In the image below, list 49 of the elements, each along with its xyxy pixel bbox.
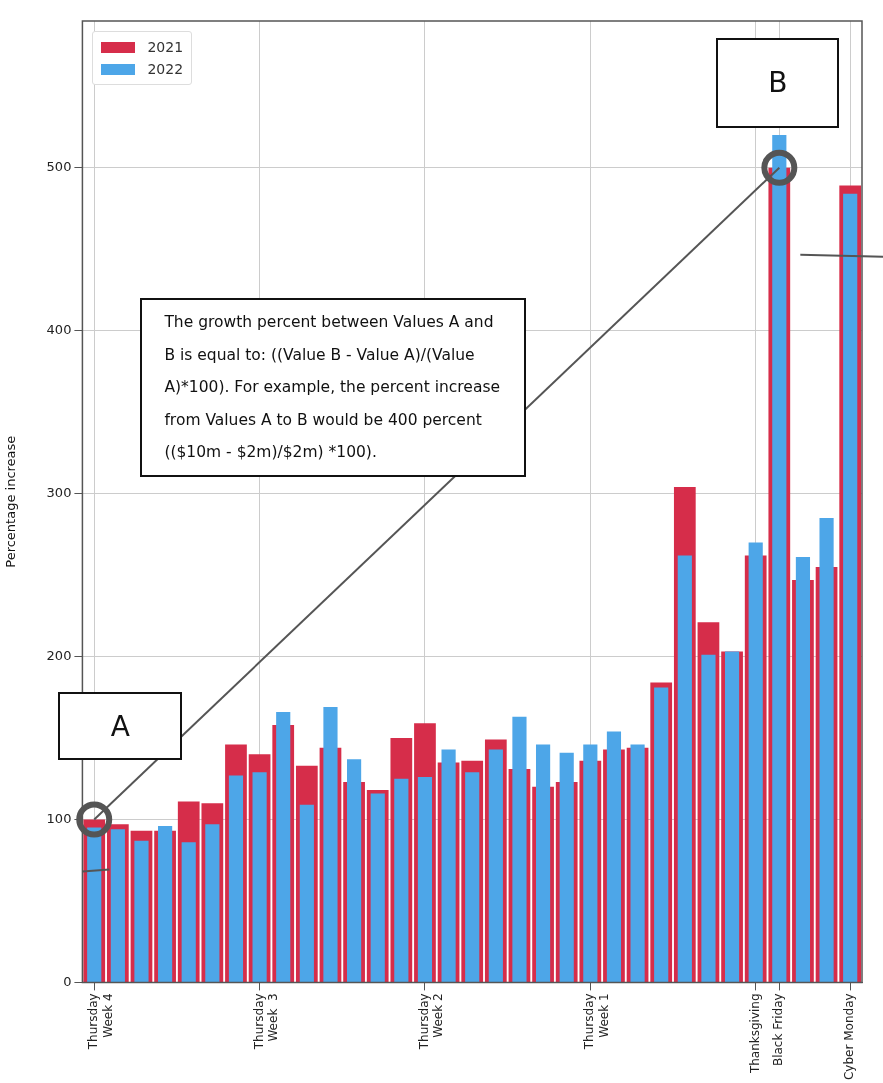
bar xyxy=(583,744,598,982)
bar xyxy=(795,557,811,982)
bar xyxy=(347,759,362,982)
bar xyxy=(606,731,622,982)
note-box: The growth percent between Values A and B is equal to: ((Value B - Value A)/(Value A)*100). For example, the percent increase from Values A to B would be 400 percent (($10m - $2m)/$2m) *100). xyxy=(140,298,527,477)
bar xyxy=(535,744,551,982)
bar xyxy=(559,752,574,982)
x-tick-label: Thursday Week 2 xyxy=(417,993,446,1051)
x-tick-label: Thursday Week 1 xyxy=(582,993,611,1051)
bar xyxy=(701,654,716,982)
bar xyxy=(158,825,173,982)
bar xyxy=(181,842,196,982)
bar xyxy=(654,687,669,982)
x-tick-label: Thursday Week 3 xyxy=(251,993,281,1051)
y-tick-label: 0 xyxy=(63,973,72,989)
bar xyxy=(87,827,102,982)
callout-box: B xyxy=(716,37,840,128)
bar xyxy=(417,777,433,982)
legend-label: 2022 xyxy=(147,60,184,79)
x-tick-label: Black Friday xyxy=(771,993,786,1067)
y-tick-label: 400 xyxy=(46,321,72,337)
bar xyxy=(134,840,149,982)
y-axis-title: Percentage increase xyxy=(3,435,19,568)
x-tick-label: Thursday Week 4 xyxy=(86,993,115,1051)
x-tick-label: Thanksgiving xyxy=(747,993,762,1075)
bar xyxy=(276,711,291,982)
bar xyxy=(205,824,220,982)
bar xyxy=(677,555,692,982)
bar xyxy=(252,772,267,982)
bar xyxy=(394,778,409,982)
bar xyxy=(323,707,338,982)
bar xyxy=(772,135,787,982)
bar xyxy=(110,829,125,982)
bar xyxy=(819,517,834,982)
bar xyxy=(228,775,244,982)
y-tick-label: 300 xyxy=(46,484,72,500)
bar xyxy=(488,749,503,982)
bar xyxy=(441,749,456,982)
y-tick-label: 500 xyxy=(46,159,72,175)
bar xyxy=(843,193,858,982)
bar xyxy=(465,772,480,982)
callout-box: A xyxy=(58,692,183,761)
y-tick-label: 100 xyxy=(46,810,72,826)
x-tick-label: Cyber Monday xyxy=(842,993,857,1081)
bar xyxy=(512,716,527,982)
bar xyxy=(299,804,314,982)
legend-label: 2021 xyxy=(147,38,184,57)
bar xyxy=(748,542,763,982)
y-tick-label: 200 xyxy=(46,647,72,663)
